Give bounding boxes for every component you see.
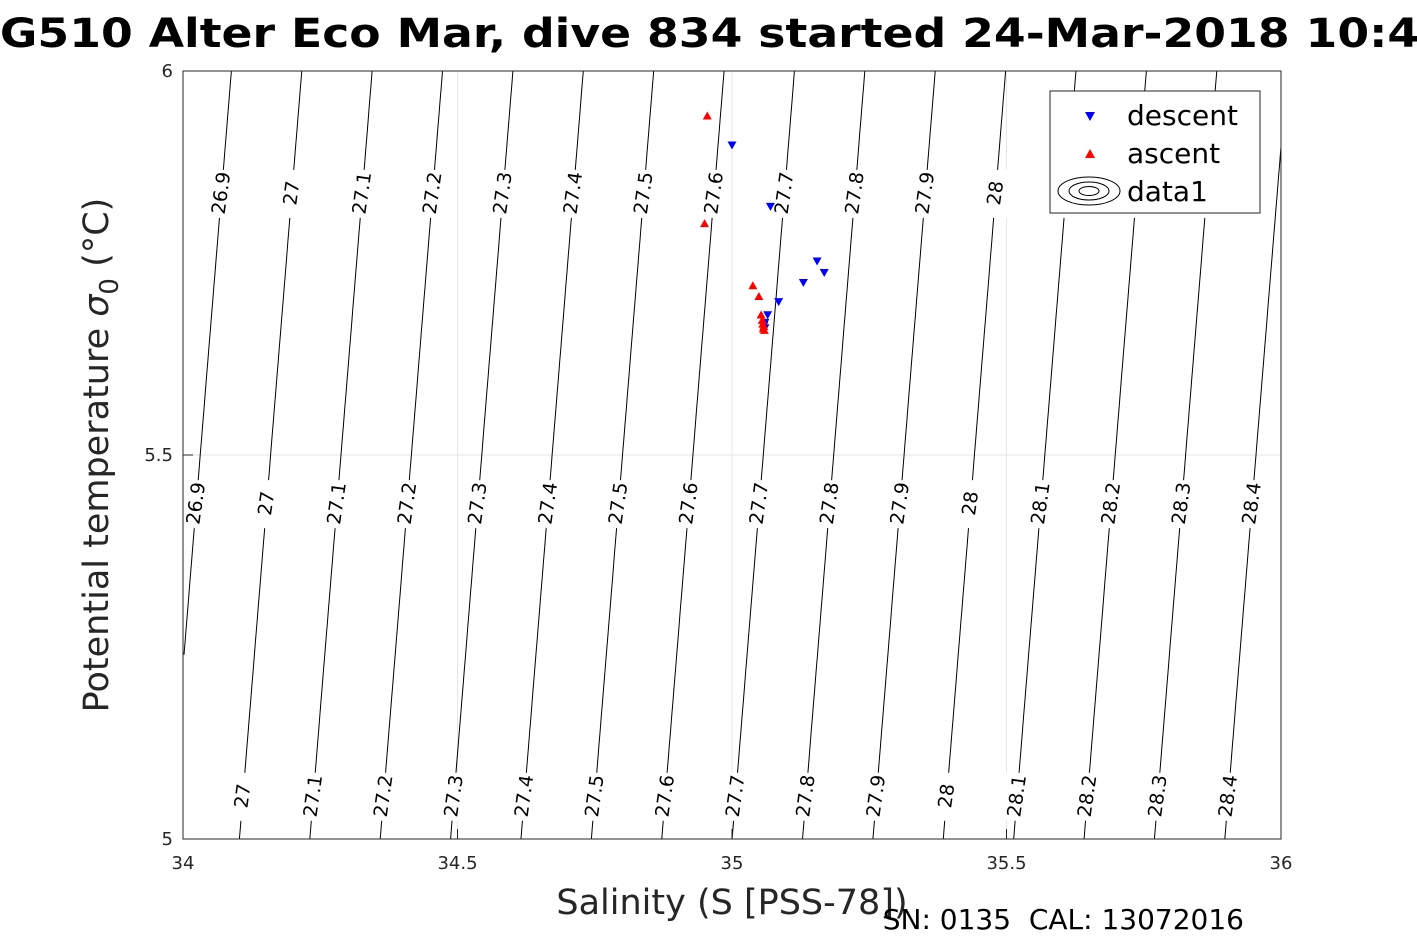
descent-point xyxy=(763,311,773,320)
contour-label-gap xyxy=(209,169,234,218)
contour-label-gap xyxy=(254,480,279,529)
contour-label-gap xyxy=(653,772,678,821)
contour-label-gap xyxy=(747,480,772,529)
x-tick-label: 34.5 xyxy=(437,853,477,874)
contour-label-gap xyxy=(723,772,748,821)
axis-ticks: 34 34.5 35 35.5 36 5 5.5 6 xyxy=(144,61,1292,874)
serial-calibration-note: SN: 0135 CAL: 13072016 xyxy=(883,903,1244,936)
contour-label-gap xyxy=(864,772,889,821)
contour-label-gap xyxy=(631,169,656,218)
legend-box xyxy=(1049,90,1261,214)
contour-label-gap xyxy=(1239,480,1264,529)
grid xyxy=(183,71,1281,839)
contour-label-gap xyxy=(1005,772,1030,821)
x-tick-label: 34 xyxy=(172,853,195,874)
x-tick-label: 35 xyxy=(721,853,744,874)
contour-label-gap xyxy=(184,480,209,529)
contour-label-gap xyxy=(1145,772,1170,821)
contour-label-gap xyxy=(301,772,326,821)
ascent-point xyxy=(754,292,764,301)
contour-label-gap xyxy=(561,169,586,218)
y-tick-label: 5 xyxy=(162,829,173,850)
chart-title: SG510 Alter Eco Mar, dive 834 started 24… xyxy=(0,11,1417,57)
contour-label-gap xyxy=(230,772,255,821)
contour-label: 28 xyxy=(958,490,983,517)
contour-label-gap xyxy=(983,169,1008,218)
descent-point xyxy=(765,202,775,211)
descent-point xyxy=(774,298,784,307)
legend-ascent-label: ascent xyxy=(1127,137,1220,170)
legend-descent-marker xyxy=(1085,112,1095,121)
descent-point xyxy=(798,278,808,287)
ascent-point xyxy=(748,281,758,290)
contour-label-gap xyxy=(420,169,445,218)
contour-label: 27 xyxy=(279,180,304,207)
contour-label-gap xyxy=(793,772,818,821)
contour-label-gap xyxy=(442,772,467,821)
contour-label-gap xyxy=(1216,772,1241,821)
contour-label-gap xyxy=(536,480,561,529)
contour-label-gap xyxy=(1099,480,1124,529)
contour-line xyxy=(183,70,232,655)
contour-label-gap xyxy=(676,480,701,529)
contour-label-gap xyxy=(279,169,304,218)
x-axis-label: Salinity (S [PSS-78]) xyxy=(556,883,907,923)
ascent-point xyxy=(702,111,712,120)
descent-point xyxy=(727,141,737,150)
legend-ascent-marker xyxy=(1085,149,1095,158)
ascent-point xyxy=(700,219,710,228)
contour-label-gap xyxy=(324,480,349,529)
y-axis-label: Potential temperature σ0 (°C) xyxy=(77,198,125,713)
contour-label-gap xyxy=(395,480,420,529)
ascent-point xyxy=(759,325,769,334)
contour-label-gap xyxy=(934,772,959,821)
contour-label-gap xyxy=(1028,480,1053,529)
descent-point xyxy=(812,257,822,266)
contour-label-gap xyxy=(702,169,727,218)
contour-label-gap xyxy=(817,480,842,529)
contour-label-gap xyxy=(888,480,913,529)
contour-label-gap xyxy=(913,169,938,218)
contour-label-gap xyxy=(371,772,396,821)
y-tick-label: 5.5 xyxy=(144,445,173,466)
contour-label-gap xyxy=(606,480,631,529)
legend: descent ascent data1 xyxy=(1049,90,1261,214)
data-points xyxy=(700,111,829,334)
contour-label-gap xyxy=(490,169,515,218)
contour-label-gap xyxy=(512,772,537,821)
legend-descent-label: descent xyxy=(1127,99,1238,132)
contour-label-gap xyxy=(958,480,983,529)
ascent-point xyxy=(756,310,766,319)
x-tick-label: 35.5 xyxy=(986,853,1026,874)
contour-label: 28 xyxy=(934,782,959,809)
descent-point xyxy=(819,268,829,277)
x-tick-label: 36 xyxy=(1270,853,1293,874)
ascent-point xyxy=(757,315,767,324)
y-tick-label: 6 xyxy=(162,61,173,82)
legend-data1-label: data1 xyxy=(1127,175,1208,208)
contour-label-gap xyxy=(1075,772,1100,821)
contour-label-gap xyxy=(350,169,375,218)
contour-label-gap xyxy=(772,169,797,218)
contour-label-gap xyxy=(1169,480,1194,529)
contour-label: 28 xyxy=(983,180,1008,207)
contour-label-gap xyxy=(842,169,867,218)
contour-label: 27 xyxy=(230,782,255,809)
contour-label-gap xyxy=(582,772,607,821)
legend-contour-icon xyxy=(1057,176,1121,206)
contour-label-gap xyxy=(465,480,490,529)
contour-label: 27 xyxy=(254,490,279,517)
